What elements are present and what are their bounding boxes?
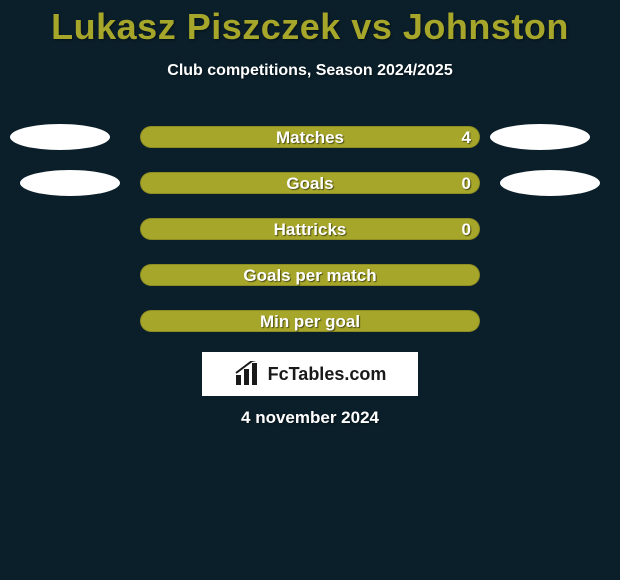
stat-bar: Matches4	[140, 126, 480, 148]
page-title: Lukasz Piszczek vs Johnston	[0, 6, 620, 48]
logo-text: FcTables.com	[268, 364, 387, 385]
bar-chart-icon	[234, 361, 262, 387]
stat-bar: Hattricks0	[140, 218, 480, 240]
date-label: 4 november 2024	[0, 408, 620, 428]
stat-value: 0	[462, 174, 471, 194]
subtitle: Club competitions, Season 2024/2025	[0, 62, 620, 80]
stat-rows: Matches4Goals0Hattricks0Goals per matchM…	[0, 126, 620, 356]
stat-row: Hattricks0	[0, 218, 620, 264]
stat-bar: Goals0	[140, 172, 480, 194]
right-marker-ellipse	[490, 124, 590, 150]
right-marker-ellipse	[500, 170, 600, 196]
stat-row: Matches4	[0, 126, 620, 172]
stat-row: Goals0	[0, 172, 620, 218]
stat-row: Goals per match	[0, 264, 620, 310]
stat-label: Min per goal	[141, 312, 479, 332]
comparison-canvas: Lukasz Piszczek vs Johnston Club competi…	[0, 0, 620, 580]
stat-label: Matches	[141, 128, 479, 148]
site-logo: FcTables.com	[202, 352, 418, 396]
left-marker-ellipse	[20, 170, 120, 196]
stat-row: Min per goal	[0, 310, 620, 356]
stat-value: 4	[462, 128, 471, 148]
stat-label: Goals per match	[141, 266, 479, 286]
left-marker-ellipse	[10, 124, 110, 150]
stat-value: 0	[462, 220, 471, 240]
stat-bar: Min per goal	[140, 310, 480, 332]
stat-label: Goals	[141, 174, 479, 194]
stat-label: Hattricks	[141, 220, 479, 240]
stat-bar: Goals per match	[140, 264, 480, 286]
